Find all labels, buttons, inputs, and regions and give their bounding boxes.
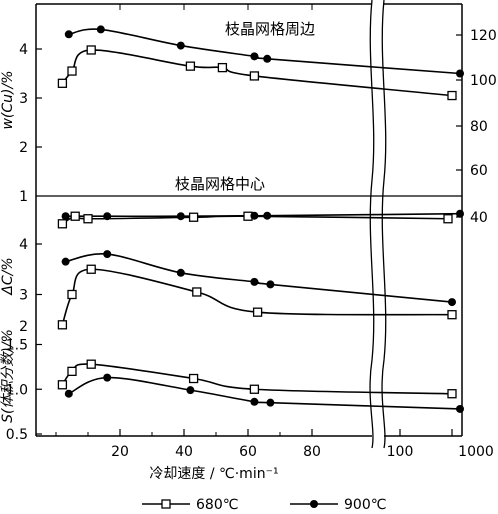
axis-ticks [36,4,462,436]
marker-square-bottom [67,366,77,377]
y-right-tick-label-top: 60 [470,163,488,179]
marker-square-bottom [57,380,68,390]
marker-circle-bottom [64,389,73,398]
marker-circle-middle [263,211,272,220]
y-right-tick-label-top: 100 [470,73,497,89]
marker-circle-bottom [103,373,112,382]
legend-label-900: 900℃ [344,497,386,513]
marker-square-middle [252,307,263,317]
curve-middle-1 [65,253,453,303]
y-tick-label-middle: 3 [19,288,28,304]
marker-circle-middle [266,280,275,289]
marker-circle-top [456,69,464,78]
marker-circle-top [250,52,259,61]
y-right-tick-label-top: 80 [470,119,488,135]
marker-circle-middle [448,298,456,307]
y-axis-label-top: w(Cu)/% [0,70,16,129]
y-tick-label-middle: 2 [19,319,28,335]
marker-square-middle [67,289,77,300]
marker-circle-middle [250,277,259,286]
x-tick-label: 20 [111,444,129,460]
marker-circle-bottom [186,386,195,395]
legend-label-680: 680℃ [196,497,238,513]
marker-square-top [447,90,457,101]
marker-square-middle [192,287,202,297]
y-tick-label-top: 4 [19,42,28,58]
x-tick-label: 100 [387,444,414,460]
marker-square-bottom [447,389,457,399]
x-tick-label: 1000 [458,444,494,460]
y-right-tick-label-middle: 40 [470,210,488,226]
x-axis-label: 冷却速度 / ℃·min⁻¹ [149,466,278,482]
legend-marker-900 [310,500,318,508]
marker-square-middle [57,320,68,330]
x-tick-label: 40 [175,444,193,460]
marker-square-top [185,61,196,71]
y-tick-label-bottom: 1.0 [6,382,28,398]
series-markers [57,25,464,413]
y-right-tick-label-top: 120 [470,28,497,44]
marker-square-middle [188,212,199,222]
marker-circle-middle [103,250,112,259]
marker-square-middle [83,214,93,224]
marker-circle-bottom [456,404,464,413]
legend-marker-680 [161,499,171,509]
marker-circle-middle [61,212,70,221]
x-tick-label: 60 [239,444,257,460]
y-tick-label-middle: 4 [19,237,28,253]
marker-circle-middle [176,268,185,277]
y-tick-label-top: 3 [19,91,28,107]
y-tick-label-bottom: 0.5 [6,427,28,443]
y-axis-label-bottom: S(体积分数)/% [0,329,16,423]
marker-square-top [67,66,77,76]
marker-circle-top [96,25,105,34]
panel-annotation-top: 枝晶网格周边 [225,20,315,38]
marker-circle-top [263,54,272,63]
marker-square-top [86,45,96,55]
marker-square-middle [70,211,80,221]
marker-circle-top [64,30,73,39]
marker-square-bottom [188,373,199,384]
marker-square-top [249,71,260,81]
marker-circle-middle [250,211,259,220]
x-tick-label: 80 [303,444,321,460]
legend: 680℃ 900℃ [142,497,386,513]
marker-circle-top [176,41,185,50]
marker-circle-middle [61,257,70,266]
marker-square-middle [57,219,68,229]
plot-frame [35,0,463,449]
y-tick-label-bottom: 1.5 [6,338,28,354]
marker-circle-middle [176,212,185,221]
y-tick-label-top: 1 [19,189,28,205]
marker-circle-middle [103,212,112,221]
text-labels: 20 40 60 80 100 1000 冷却速度 / ℃·min⁻¹ 2 3 4 3 4 2 1 0.5 1… [0,20,497,482]
axis-break-right [381,0,387,449]
marker-circle-bottom [266,398,275,407]
marker-square-top [217,62,228,73]
y-tick-label-top: 2 [19,140,28,156]
curve-middle-3 [65,212,461,218]
marker-square-middle [86,264,96,274]
y-axis-label-middle: ΔC/% [0,257,16,295]
marker-circle-bottom [250,397,259,406]
marker-square-top [57,78,68,88]
series-curves [61,28,461,410]
axis-break-left [369,0,375,449]
marker-square-bottom [249,384,260,394]
marker-circle-middle [456,209,464,218]
marker-square-middle [443,214,453,224]
marker-square-middle [447,310,457,320]
panel-annotation-middle: 枝晶网格中心 [175,175,265,193]
marker-square-bottom [86,359,96,369]
